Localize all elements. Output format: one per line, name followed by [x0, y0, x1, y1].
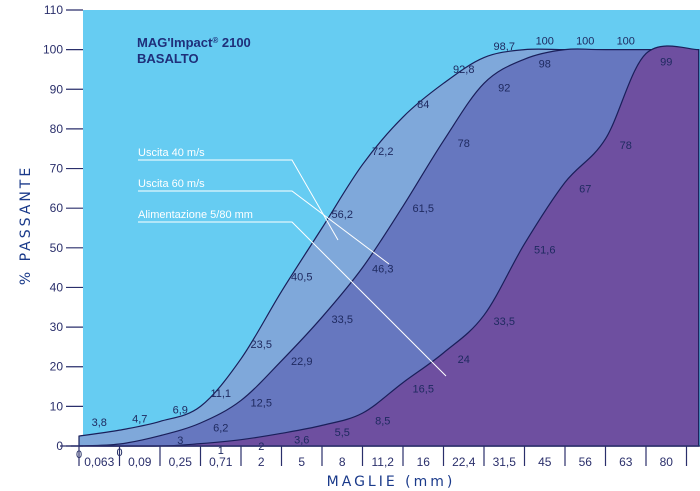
data-label-s2-8: 33,5 [494, 316, 515, 328]
x-tick-label: 11,2 [372, 455, 395, 469]
data-label-s2-11: 78 [620, 140, 632, 152]
y-tick-label: 0 [56, 439, 63, 453]
data-label-s1-9: 92 [498, 82, 510, 94]
data-label-s1-2: 6,2 [213, 422, 228, 434]
chart-subtitle: BASALTO [137, 51, 199, 66]
data-label-s2-1: 1 [218, 445, 224, 457]
x-tick-label: 31,5 [493, 455, 517, 469]
data-label-s2-7: 24 [458, 354, 470, 366]
data-label-s0-11: 100 [536, 36, 554, 48]
y-axis: 0 10 20 30 40 50 60 70 80 90 100 110 [43, 3, 83, 453]
x-tick-label: 45 [538, 455, 552, 469]
data-label-s1-8: 78 [458, 138, 470, 150]
y-tick-label: 40 [50, 280, 64, 294]
data-labels: 3,8 4,7 6,9 11,1 23,5 40,5 56,2 72,2 84 92,8 98,7 1… [76, 36, 672, 461]
data-label-s0-3: 11,1 [210, 388, 231, 400]
annotation-label-2: Alimentazione 5/80 mm [138, 209, 253, 221]
data-label-s1-3: 12,5 [251, 397, 272, 409]
series-area-2 [70, 45, 700, 447]
data-label-s1-7: 61,5 [413, 203, 434, 215]
x-tick-label: 0,71 [209, 455, 233, 469]
data-label-s2-9: 51,6 [534, 244, 555, 256]
x-axis: 0,063 0,09 0,25 0,71 2 5 8 11,2 16 22,4 31,5 45 56 63… [60, 445, 700, 469]
annotation-label-0: Uscita 40 m/s [138, 147, 205, 159]
data-label-s2-6: 16,5 [413, 384, 434, 396]
x-tick-label: 16 [417, 455, 431, 469]
data-label-s0-13: 100 [617, 36, 635, 48]
data-label-s0-5: 40,5 [291, 271, 312, 283]
data-label-s2-2: 2 [258, 441, 264, 453]
series-annotations: Uscita 40 m/s Uscita 60 m/s Alimentazione … [138, 147, 447, 377]
data-label-s0-12: 100 [576, 36, 594, 48]
y-tick-label: 10 [50, 399, 64, 413]
x-tick-label: 22,4 [452, 455, 476, 469]
x-tick-label: 0,063 [84, 455, 114, 469]
chart-title: MAG'Impact® 2100 [137, 35, 251, 50]
x-tick-label: 56 [579, 455, 593, 469]
data-label-s0-0: 3,8 [92, 417, 107, 429]
y-tick-label: 30 [50, 320, 64, 334]
data-label-s0-1: 4,7 [132, 413, 147, 425]
x-tick-label: 8 [339, 455, 346, 469]
data-label-s2-12: 99 [660, 57, 672, 69]
y-tick-label: 90 [50, 82, 64, 96]
data-label-s0-2: 6,9 [173, 405, 188, 417]
y-axis-title: % PASSANTE [18, 165, 34, 285]
data-label-s0-4: 23,5 [251, 339, 272, 351]
annotation-label-1: Uscita 60 m/s [138, 178, 205, 190]
x-tick-label: 80 [660, 455, 674, 469]
y-tick-label: 100 [43, 43, 63, 57]
series-areas [70, 45, 700, 447]
data-label-s1-1: 3 [177, 435, 183, 447]
y-tick-label: 70 [50, 162, 64, 176]
data-label-s1-4: 22,9 [291, 356, 312, 368]
data-label-s2-10: 67 [579, 183, 591, 195]
annotation-leader-1 [138, 190, 390, 265]
x-tick-label: 63 [619, 455, 633, 469]
x-tick-label: 5 [298, 455, 305, 469]
data-label-s2-3: 3,6 [294, 435, 309, 447]
data-label-s0-10: 98,7 [494, 41, 515, 53]
x-tick-label: 0,09 [128, 455, 152, 469]
data-label-s0-9: 92,8 [453, 64, 474, 76]
data-label-s2-4: 5,5 [335, 427, 350, 439]
y-tick-label: 60 [50, 201, 64, 215]
y-tick-label: 110 [44, 3, 63, 17]
y-tick-label: 80 [50, 122, 64, 136]
data-label-s1-6: 46,3 [372, 263, 393, 275]
x-axis-title: MAGLIE (mm) [327, 474, 456, 490]
annotation-leader-0 [138, 159, 339, 241]
data-label-s1-10: 98 [539, 59, 551, 71]
data-label-s1-5: 33,5 [332, 314, 353, 326]
data-label-s0-7: 72,2 [372, 146, 393, 158]
data-label-s2-5: 8,5 [375, 415, 390, 427]
y-tick-label: 50 [50, 241, 64, 255]
x-tick-label: 0,25 [169, 455, 193, 469]
annotation-leader-2 [138, 221, 447, 377]
y-tick-label: 20 [50, 360, 64, 374]
data-label-s0-6: 56,2 [332, 209, 353, 221]
data-label-s0-8: 84 [417, 99, 429, 111]
x-tick-label: 2 [258, 455, 265, 469]
